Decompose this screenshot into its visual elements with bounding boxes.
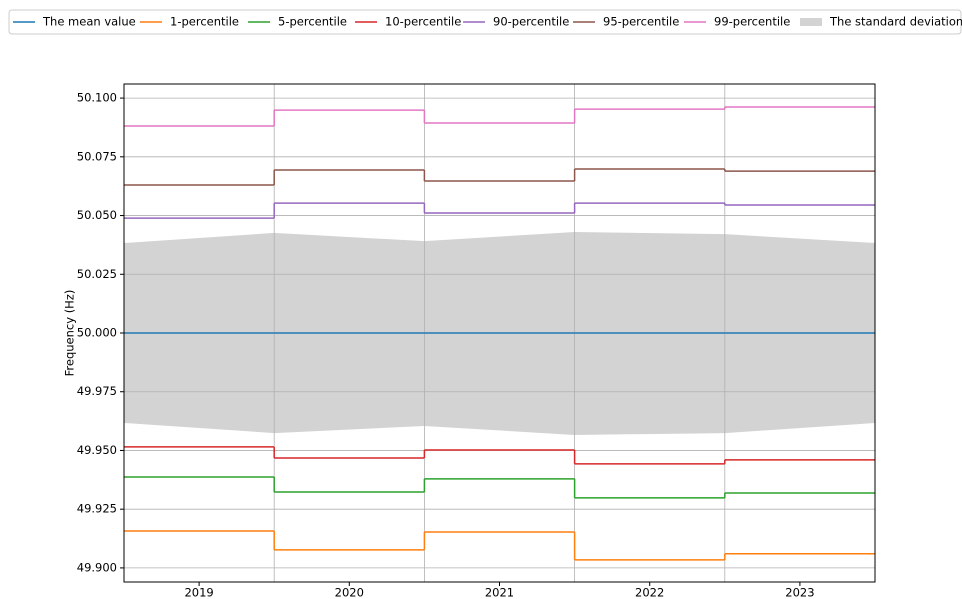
x-tick-label: 2022 — [635, 586, 664, 599]
x-tick-label: 2019 — [184, 586, 213, 599]
legend-label: 1-percentile — [170, 15, 239, 29]
y-tick-label: 49.975 — [77, 384, 117, 398]
legend-label: The mean value — [42, 15, 136, 29]
legend-label: 95-percentile — [603, 15, 679, 29]
x-tick-label: 2023 — [785, 586, 814, 599]
legend-swatch — [800, 18, 822, 26]
y-tick-label: 50.100 — [77, 91, 117, 105]
y-axis-label: Frequency (Hz) — [63, 290, 77, 377]
legend-label: 90-percentile — [493, 15, 569, 29]
x-tick-label: 2021 — [485, 586, 514, 599]
legend-label: 10-percentile — [385, 15, 461, 29]
y-tick-label: 50.050 — [77, 208, 117, 222]
y-tick-label: 49.950 — [77, 443, 117, 457]
y-tick-label: 49.925 — [77, 502, 117, 516]
legend-label: The standard deviation — [829, 15, 962, 29]
x-tick-label: 2020 — [335, 586, 364, 599]
y-tick-label: 49.900 — [77, 560, 117, 574]
y-tick-label: 50.025 — [77, 267, 117, 281]
y-tick-label: 50.000 — [77, 326, 117, 340]
legend-label: 5-percentile — [278, 15, 347, 29]
plot-frame — [123, 83, 876, 583]
y-tick-label: 50.075 — [77, 149, 117, 163]
legend-label: 99-percentile — [714, 15, 790, 29]
